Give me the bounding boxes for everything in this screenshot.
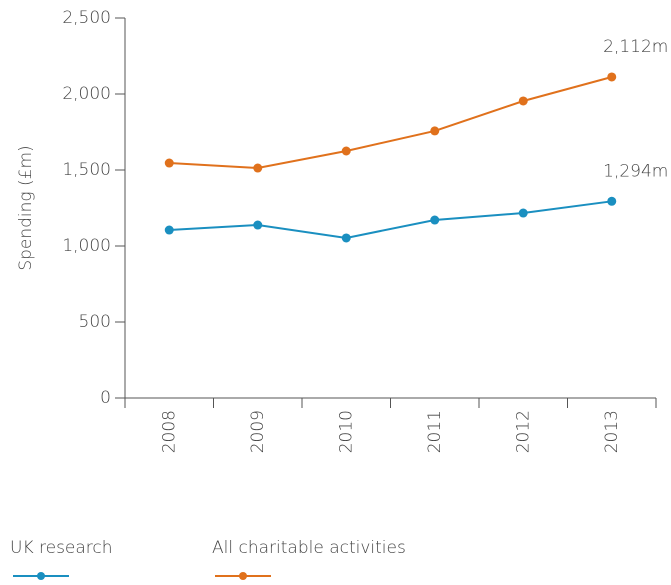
data-point: [253, 220, 263, 230]
legend-label: All charitable activities: [212, 538, 406, 558]
x-tick-label: 2013: [602, 410, 622, 453]
data-point: [518, 96, 528, 106]
series-line: [169, 200, 612, 239]
y-tick-label: 500: [79, 312, 111, 332]
legend-dot: [239, 572, 247, 580]
data-point: [253, 163, 263, 173]
y-tick-label: 0: [100, 388, 111, 408]
data-point: [164, 158, 174, 168]
y-tick-label: 1,000: [62, 236, 111, 256]
x-tick-label: 2008: [159, 410, 179, 453]
x-tick-label: 2012: [513, 410, 533, 453]
x-tick-label: 2010: [336, 410, 356, 453]
data-point: [430, 126, 440, 136]
legend-label: UK research: [10, 538, 113, 558]
x-tick-label: 2009: [248, 410, 268, 453]
y-tick-label: 2,500: [62, 8, 111, 28]
data-point: [430, 215, 440, 225]
y-axis-label: Spending (£m): [16, 145, 36, 270]
data-label: 2,112m: [603, 37, 668, 57]
data-point: [341, 146, 351, 156]
series-line: [169, 76, 613, 170]
data-point: [164, 225, 174, 235]
x-tick-label: 2011: [425, 410, 445, 453]
y-tick-label: 2,000: [62, 84, 111, 104]
data-point: [341, 233, 351, 243]
data-point: [607, 72, 617, 82]
data-label: 1,294m: [603, 161, 668, 181]
data-point: [518, 208, 528, 218]
y-tick-label: 1,500: [62, 160, 111, 180]
data-point: [607, 196, 617, 206]
legend-dot: [37, 572, 45, 580]
